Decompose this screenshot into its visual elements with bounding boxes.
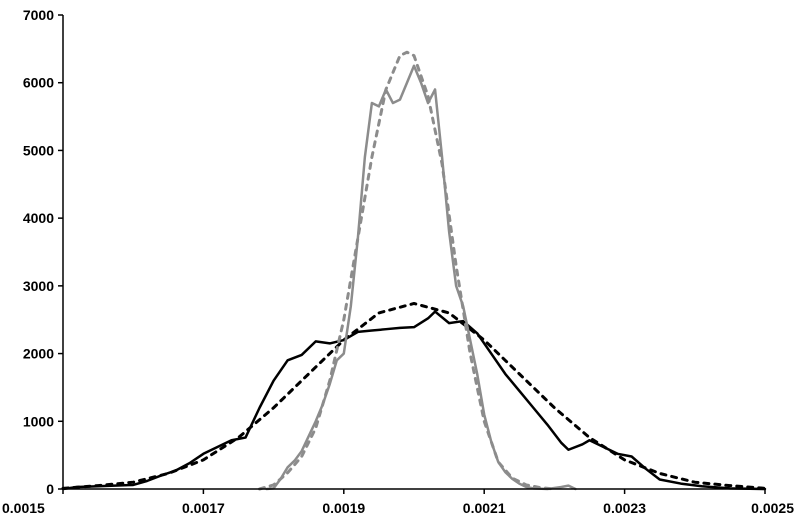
- x-tick-label: 0.0019: [322, 500, 365, 516]
- y-tick-label: 5000: [23, 142, 54, 158]
- y-tick-label: 3000: [23, 278, 54, 294]
- y-ticks: 0 1000 2000 3000 4000 5000 6000 7000: [23, 7, 63, 497]
- series-line-1: [61, 310, 767, 491]
- series-layer: [61, 50, 767, 491]
- y-tick-label: 6000: [23, 75, 54, 91]
- x-tick-label: 0.0015: [2, 500, 45, 516]
- x-tick-label: 0.0017: [182, 500, 225, 516]
- y-tick-label: 2000: [23, 346, 54, 362]
- y-tick-label: 0: [46, 481, 54, 497]
- series-line-4: [258, 50, 556, 491]
- series-line-3: [265, 64, 577, 491]
- y-tick-label: 4000: [23, 210, 54, 226]
- x-tick-label: 0.0021: [463, 500, 506, 516]
- x-tick-label: 0.0025: [751, 500, 794, 516]
- x-tick-label: 0.0023: [603, 500, 646, 516]
- series-line-2: [61, 301, 767, 490]
- y-tick-label: 1000: [23, 413, 54, 429]
- y-tick-label: 7000: [23, 7, 54, 23]
- x-ticks: 0.0015 0.0017 0.0019 0.0021 0.0023 0.0025: [2, 489, 794, 516]
